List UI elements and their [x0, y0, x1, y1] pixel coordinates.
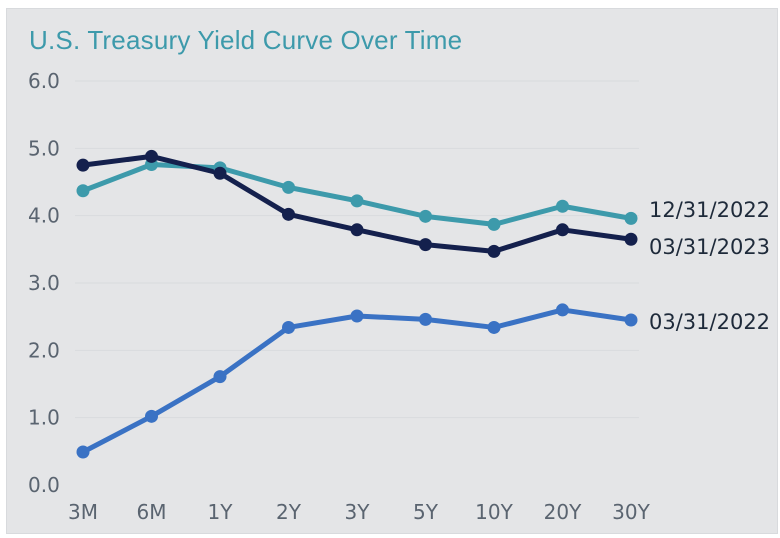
y-tick-label: 0.0: [28, 473, 60, 497]
data-point: [213, 166, 227, 180]
chart-title: U.S. Treasury Yield Curve Over Time: [29, 25, 463, 55]
y-tick-label: 2.0: [28, 338, 60, 362]
x-tick-label: 2Y: [276, 500, 302, 524]
data-point: [282, 207, 295, 221]
chart-card: U.S. Treasury Yield Curve Over Time: [6, 8, 778, 534]
data-point: [624, 211, 638, 225]
y-tick-label: 3.0: [28, 271, 60, 295]
data-point: [76, 184, 90, 198]
data-point: [419, 312, 432, 326]
series-label: 12/31/2022: [649, 198, 770, 222]
series-label: 03/31/2022: [649, 310, 770, 334]
x-tick-label: 1Y: [208, 500, 234, 524]
data-point: [556, 303, 569, 317]
data-point: [145, 409, 158, 423]
data-point: [624, 313, 638, 327]
data-point: [487, 217, 501, 231]
data-point: [213, 370, 227, 384]
x-tick-label: 20Y: [544, 500, 582, 524]
y-tick-label: 6.0: [28, 69, 60, 93]
data-point: [145, 149, 158, 163]
data-point: [350, 309, 364, 323]
data-point: [282, 180, 295, 194]
data-point: [76, 445, 90, 459]
data-point: [350, 194, 364, 208]
x-tick-label: 3Y: [345, 500, 371, 524]
data-point: [282, 320, 295, 334]
data-point: [556, 223, 569, 237]
series-label: 03/31/2023: [649, 235, 770, 259]
data-point: [556, 199, 569, 213]
x-axis: 3M 6M 1Y 2Y 3Y 5Y 10Y 20Y 30Y: [68, 500, 651, 524]
data-point: [419, 238, 432, 252]
x-tick-label: 3M: [68, 500, 98, 524]
data-point: [419, 209, 432, 223]
x-tick-label: 5Y: [413, 500, 439, 524]
series-points: [76, 149, 638, 459]
y-tick-label: 1.0: [28, 406, 60, 430]
data-point: [350, 223, 364, 237]
y-tick-label: 4.0: [28, 204, 60, 228]
x-tick-label: 30Y: [612, 500, 650, 524]
x-tick-label: 10Y: [475, 500, 513, 524]
y-tick-label: 5.0: [28, 136, 60, 160]
data-point: [76, 158, 90, 172]
data-point: [487, 320, 501, 334]
series-labels: 12/31/2022 03/31/2023 03/31/2022: [649, 198, 770, 334]
data-point: [487, 244, 501, 258]
data-point: [624, 232, 638, 246]
x-tick-label: 6M: [137, 500, 167, 524]
series-line: [80, 307, 634, 455]
y-axis: 0.0 1.0 2.0 3.0 4.0 5.0 6.0: [28, 69, 639, 497]
